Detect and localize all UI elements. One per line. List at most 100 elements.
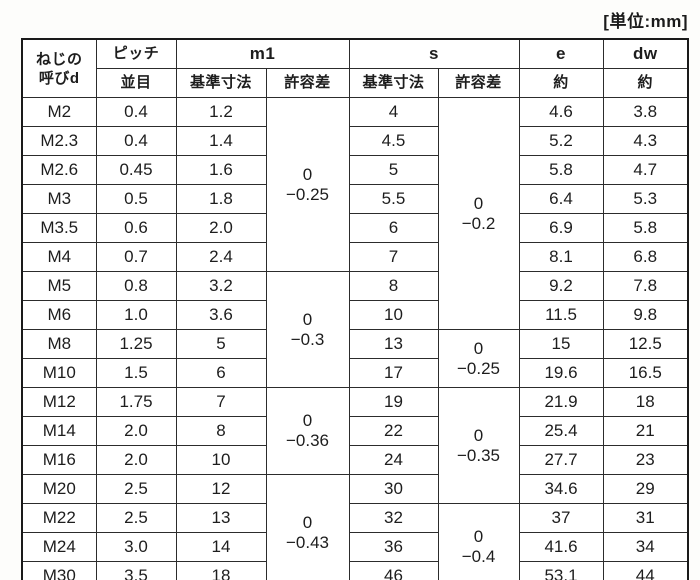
cell-e: 53.1 xyxy=(518,561,604,580)
cell-dw: 34 xyxy=(602,532,689,562)
cell-dw: 5.8 xyxy=(602,213,689,243)
cell-m1-basic: 2.0 xyxy=(175,213,267,243)
cell-pitch: 1.0 xyxy=(95,300,177,330)
cell-dw: 9.8 xyxy=(602,300,689,330)
table-row: M22 2.5 13 32 0 −0.4 37 31 xyxy=(21,503,689,580)
cell-m1-basic: 14 xyxy=(175,532,267,562)
cell-thread: M30 xyxy=(21,561,97,580)
cell-thread: M2 xyxy=(21,97,97,127)
header-dw-approx: 約 xyxy=(602,68,689,98)
cell-m1-basic: 13 xyxy=(175,503,267,533)
cell-s-basic: 5.5 xyxy=(348,184,439,214)
header-group-m1: m1 xyxy=(175,38,350,69)
cell-m1-basic: 12 xyxy=(175,474,267,504)
cell-m1-tolerance-group4: 0 −0.43 xyxy=(265,474,350,580)
cell-e: 6.4 xyxy=(518,184,604,214)
cell-dw: 21 xyxy=(602,416,689,446)
cell-s-basic: 4.5 xyxy=(348,126,439,156)
header-dw: dw xyxy=(602,38,689,69)
cell-m1-tolerance-group3: 0 −0.36 xyxy=(265,387,350,475)
cell-thread: M12 xyxy=(21,387,97,417)
cell-m1-basic: 7 xyxy=(175,387,267,417)
cell-s-tolerance-group4: 0 −0.4 xyxy=(437,503,520,580)
header-group-s: s xyxy=(348,38,520,69)
cell-s-basic: 30 xyxy=(348,474,439,504)
table-row: M30 3.5 18 46 53.1 44 xyxy=(21,561,689,580)
cell-e: 25.4 xyxy=(518,416,604,446)
unit-label: [単位:mm] xyxy=(603,12,688,31)
tolerance-upper: 0 xyxy=(473,527,484,546)
tolerance-lower: −0.3 xyxy=(290,329,325,349)
cell-dw: 7.8 xyxy=(602,271,689,301)
cell-s-basic: 32 xyxy=(348,503,439,533)
header-pitch: ピッチ xyxy=(95,38,177,69)
cell-dw: 12.5 xyxy=(602,329,689,359)
cell-dw: 23 xyxy=(602,445,689,475)
table-row: M2 0.4 1.2 0 −0.25 4 0 −0.2 4.6 3.8 xyxy=(21,97,689,330)
tolerance-upper: 0 xyxy=(473,193,484,213)
cell-thread: M10 xyxy=(21,358,97,388)
cell-pitch: 2.0 xyxy=(95,445,177,475)
cell-e: 8.1 xyxy=(518,242,604,272)
cell-s-basic: 22 xyxy=(348,416,439,446)
header-m1-tolerance: 許容差 xyxy=(265,68,350,98)
cell-pitch: 0.7 xyxy=(95,242,177,272)
table-row: M24 3.0 14 36 41.6 34 xyxy=(21,532,689,562)
tolerance-upper: 0 xyxy=(302,309,313,329)
cell-s-basic: 4 xyxy=(348,97,439,127)
cell-e: 21.9 xyxy=(518,387,604,417)
cell-dw: 6.8 xyxy=(602,242,689,272)
cell-pitch: 0.45 xyxy=(95,155,177,185)
cell-m1-basic: 18 xyxy=(175,561,267,580)
cell-m1-tolerance-group2: 0 −0.3 xyxy=(265,271,350,388)
cell-dw: 18 xyxy=(602,387,689,417)
cell-dw: 31 xyxy=(602,503,689,533)
cell-e: 4.6 xyxy=(518,97,604,127)
cell-s-basic: 17 xyxy=(348,358,439,388)
cell-s-tolerance-group3: 0 −0.35 xyxy=(437,387,520,504)
cell-thread: M2.3 xyxy=(21,126,97,156)
header-s-basic: 基準寸法 xyxy=(348,68,439,98)
nut-dimension-table: ねじの 呼びd ピッチ m1 s e dw 並目 基準寸法 許容差 基準寸法 許… xyxy=(21,38,689,580)
cell-thread: M6 xyxy=(21,300,97,330)
table-row: M14 2.0 8 22 25.4 21 xyxy=(21,416,689,446)
table-row: M4 0.7 2.4 7 8.1 6.8 xyxy=(21,242,689,272)
tolerance-lower: −0.25 xyxy=(456,358,500,378)
table-row: M6 1.0 3.6 10 11.5 9.8 xyxy=(21,300,689,330)
cell-e: 19.6 xyxy=(518,358,604,388)
cell-thread: M24 xyxy=(21,532,97,562)
cell-s-basic: 8 xyxy=(348,271,439,301)
table-row: M20 2.5 12 0 −0.43 30 34.6 29 xyxy=(21,474,689,580)
cell-pitch: 3.0 xyxy=(95,532,177,562)
cell-m1-basic: 1.2 xyxy=(175,97,267,127)
cell-pitch: 2.5 xyxy=(95,474,177,504)
header-thread-dia: ねじの 呼びd xyxy=(21,38,97,98)
header-pitch-coarse: 並目 xyxy=(95,68,177,98)
cell-m1-basic: 1.8 xyxy=(175,184,267,214)
cell-thread: M3 xyxy=(21,184,97,214)
cell-e: 5.2 xyxy=(518,126,604,156)
cell-dw: 29 xyxy=(602,474,689,504)
cell-thread: M3.5 xyxy=(21,213,97,243)
cell-pitch: 2.0 xyxy=(95,416,177,446)
cell-e: 37 xyxy=(518,503,604,533)
cell-e: 34.6 xyxy=(518,474,604,504)
tolerance-lower: −0.36 xyxy=(285,431,329,450)
tolerance-upper: 0 xyxy=(302,512,313,532)
table-row: M2.6 0.45 1.6 5 5.8 4.7 xyxy=(21,155,689,185)
header-row-2: 並目 基準寸法 許容差 基準寸法 許容差 約 約 xyxy=(22,68,689,98)
cell-e: 9.2 xyxy=(518,271,604,301)
cell-e: 27.7 xyxy=(518,445,604,475)
cell-s-basic: 7 xyxy=(348,242,439,272)
cell-dw: 4.3 xyxy=(602,126,689,156)
cell-s-basic: 13 xyxy=(348,329,439,359)
cell-dw: 3.8 xyxy=(602,97,689,127)
cell-pitch: 2.5 xyxy=(95,503,177,533)
table-row: M3 0.5 1.8 5.5 6.4 5.3 xyxy=(21,184,689,214)
cell-e: 11.5 xyxy=(518,300,604,330)
cell-e: 15 xyxy=(518,329,604,359)
cell-dw: 16.5 xyxy=(602,358,689,388)
header-thread-line2: 呼びd xyxy=(38,69,80,87)
header-e: e xyxy=(518,38,604,69)
